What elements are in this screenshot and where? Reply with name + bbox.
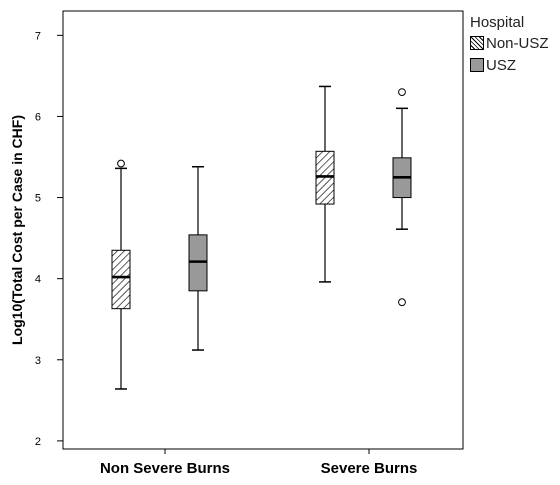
- x-axis: Non Severe Burns Severe Burns: [100, 449, 417, 477]
- x-tick-label: Severe Burns: [321, 460, 418, 477]
- legend: Hospital Non-USZ USZ: [470, 14, 558, 75]
- legend-item-usz: USZ: [470, 55, 558, 75]
- legend-label: USZ: [486, 56, 516, 74]
- legend-title: Hospital: [470, 14, 525, 31]
- y-tick-label: 4: [35, 274, 41, 286]
- gray-swatch-icon: [470, 58, 484, 72]
- y-axis: 2 3 4 5 6 7: [35, 30, 63, 448]
- y-tick-label: 5: [35, 193, 41, 205]
- outlier-point: [398, 88, 406, 97]
- y-tick-label: 7: [35, 30, 41, 42]
- boxes-layer: [111, 85, 412, 390]
- y-tick-label: 2: [35, 436, 41, 448]
- plot-area: [62, 10, 464, 450]
- y-axis-label: Log10(Total Cost per Case in CHF): [9, 115, 25, 345]
- outlier-point: [117, 159, 125, 168]
- box-usz: [392, 88, 412, 307]
- hatch-swatch-icon: [470, 36, 484, 50]
- legend-item-non-usz: Non-USZ: [470, 33, 558, 53]
- box-non-usz: [315, 85, 335, 283]
- x-tick-label: Non Severe Burns: [100, 460, 230, 477]
- legend-label: Non-USZ: [486, 34, 549, 52]
- outlier-point: [398, 298, 406, 307]
- y-tick-label: 3: [35, 355, 41, 367]
- box-non-usz: [111, 159, 131, 390]
- y-tick-label: 6: [35, 111, 41, 123]
- box-iqr: [111, 249, 131, 310]
- box-usz: [188, 165, 208, 351]
